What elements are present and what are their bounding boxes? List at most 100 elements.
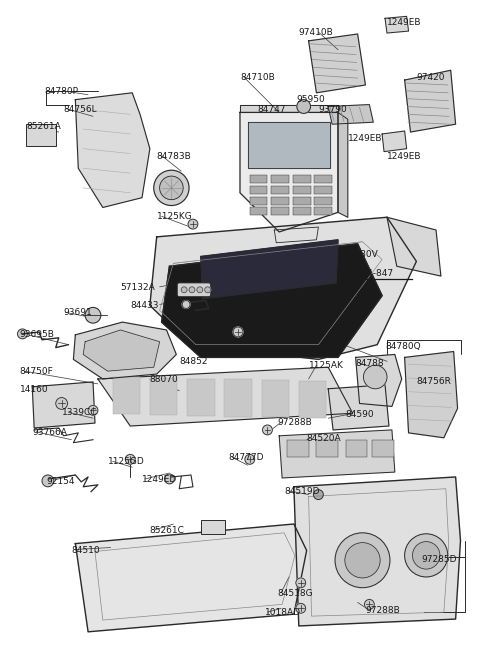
Polygon shape [75, 93, 150, 208]
Circle shape [189, 287, 195, 293]
Polygon shape [294, 477, 460, 626]
Circle shape [85, 307, 101, 323]
Text: 14160: 14160 [20, 385, 48, 394]
Circle shape [233, 327, 243, 337]
Polygon shape [162, 244, 382, 357]
Text: 84756R: 84756R [416, 377, 451, 386]
Polygon shape [32, 382, 95, 428]
FancyBboxPatch shape [177, 283, 211, 297]
Circle shape [313, 489, 324, 499]
Text: 84783B: 84783B [156, 152, 192, 160]
Text: 88070: 88070 [150, 375, 179, 384]
Circle shape [296, 578, 306, 588]
Polygon shape [98, 367, 353, 426]
Text: 97288B: 97288B [365, 606, 400, 616]
Text: 93695B: 93695B [20, 330, 54, 339]
Circle shape [197, 287, 203, 293]
Text: 84590: 84590 [346, 411, 374, 419]
Bar [150, 378, 177, 415]
Bar [314, 186, 332, 194]
Polygon shape [201, 240, 338, 299]
Polygon shape [405, 351, 457, 438]
Bar [299, 381, 326, 418]
Polygon shape [240, 104, 338, 112]
Text: 97410B: 97410B [299, 28, 334, 37]
Text: 95950: 95950 [297, 95, 325, 104]
Bar [293, 186, 311, 194]
Text: 85261A: 85261A [26, 122, 61, 131]
Bar [250, 208, 267, 215]
Text: 92154: 92154 [46, 477, 74, 486]
Text: 84750F: 84750F [20, 367, 53, 376]
Text: 1249ED: 1249ED [142, 475, 177, 484]
Text: 1125AK: 1125AK [309, 361, 344, 371]
Circle shape [412, 541, 440, 569]
Bar [293, 196, 311, 204]
Text: 84710B: 84710B [240, 73, 275, 82]
Polygon shape [309, 34, 365, 93]
Circle shape [160, 176, 183, 200]
Circle shape [297, 100, 311, 114]
Text: 97285D: 97285D [421, 555, 457, 564]
Bar [250, 186, 267, 194]
Text: 84780Q: 84780Q [385, 342, 420, 351]
Polygon shape [328, 385, 389, 430]
Text: 84433: 84433 [130, 300, 159, 309]
Bar [314, 208, 332, 215]
Polygon shape [75, 524, 307, 632]
Bar [201, 520, 225, 533]
Polygon shape [248, 122, 330, 168]
Circle shape [56, 397, 68, 409]
Bar [187, 378, 215, 416]
Text: 1125GD: 1125GD [108, 457, 144, 466]
Polygon shape [387, 217, 441, 276]
Bar [293, 208, 311, 215]
Polygon shape [83, 330, 160, 371]
Bar [271, 208, 289, 215]
Text: 1249EB: 1249EB [348, 134, 382, 143]
Circle shape [335, 533, 390, 588]
Circle shape [263, 425, 272, 435]
Circle shape [88, 405, 98, 415]
Circle shape [296, 603, 306, 613]
Bar [346, 440, 367, 457]
Text: 84780V: 84780V [343, 250, 378, 259]
Text: 1339CC: 1339CC [61, 409, 97, 417]
Text: REF.84-847: REF.84-847 [343, 269, 393, 278]
Text: 93691: 93691 [63, 308, 92, 317]
Circle shape [363, 365, 387, 389]
Circle shape [182, 300, 190, 308]
Circle shape [165, 474, 174, 484]
Text: 1125KG: 1125KG [156, 212, 192, 221]
Text: 1338AC: 1338AC [201, 336, 236, 345]
Bar [250, 175, 267, 183]
Text: 97420: 97420 [416, 73, 445, 82]
Polygon shape [279, 430, 395, 478]
Bar [316, 440, 338, 457]
Circle shape [42, 475, 54, 487]
Circle shape [345, 543, 380, 578]
Polygon shape [382, 131, 407, 152]
Polygon shape [385, 16, 408, 33]
Text: 84852: 84852 [179, 357, 208, 367]
Circle shape [364, 599, 374, 609]
Text: 84756L: 84756L [63, 104, 97, 114]
Bar [113, 377, 140, 415]
Polygon shape [274, 227, 318, 242]
Circle shape [18, 329, 27, 339]
Polygon shape [405, 70, 456, 132]
Text: 1249EB: 1249EB [387, 152, 421, 160]
Circle shape [154, 170, 189, 206]
Circle shape [245, 455, 255, 464]
Bar [271, 196, 289, 204]
Circle shape [405, 533, 448, 577]
Text: 97288B: 97288B [277, 418, 312, 427]
Text: 85261C: 85261C [150, 526, 185, 535]
Bar [26, 124, 56, 146]
Polygon shape [73, 322, 176, 379]
Circle shape [204, 287, 211, 293]
Text: 57132A: 57132A [120, 283, 155, 292]
Circle shape [188, 219, 198, 229]
Text: 84780P: 84780P [44, 87, 78, 96]
Text: 84747: 84747 [258, 104, 286, 114]
